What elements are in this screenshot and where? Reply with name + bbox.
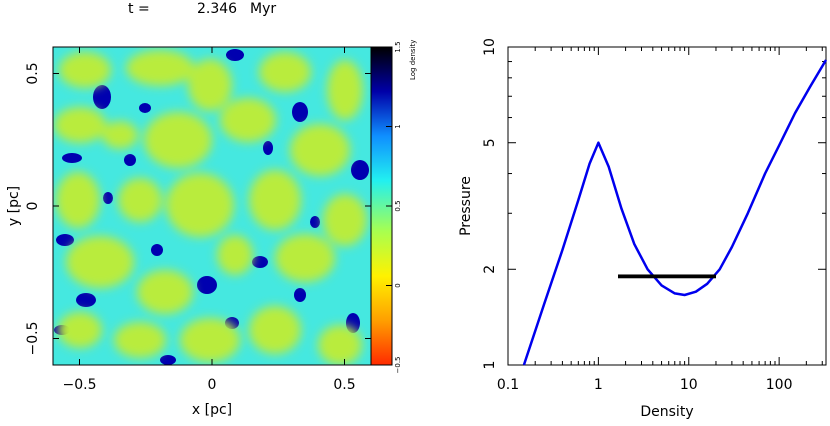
density-map bbox=[52, 46, 372, 366]
map-x-tick-label: −0.5 bbox=[63, 377, 97, 393]
pressure-plot-axes: 0.1 1 10 100 1 2 5 10 bbox=[482, 38, 826, 393]
x-tick-label: 100 bbox=[766, 377, 793, 393]
colorbar-tick-label: 0.5 bbox=[394, 200, 402, 211]
y-tick-label: 1 bbox=[482, 361, 498, 370]
x-tick-label: 10 bbox=[680, 377, 698, 393]
map-y-tick-label: 0 bbox=[25, 202, 41, 211]
density-map-y-label: y [pc] bbox=[6, 186, 22, 226]
colorbar-tick-label: −0.5 bbox=[394, 357, 402, 374]
colorbar-tick-label: 1 bbox=[394, 124, 402, 128]
x-tick-label: 0.1 bbox=[497, 377, 519, 393]
time-unit: Myr bbox=[250, 1, 276, 17]
x-tick-label: 1 bbox=[594, 377, 603, 393]
pressure-plot-frame bbox=[507, 46, 827, 366]
pressure-plot-x-label: Density bbox=[640, 404, 693, 420]
colorbar-tick-label: 1.5 bbox=[394, 41, 402, 52]
density-map-x-label: x [pc] bbox=[192, 402, 232, 418]
diffuse-clouds bbox=[54, 50, 367, 365]
y-tick-label: 5 bbox=[482, 138, 498, 147]
map-y-tick-label: 0.5 bbox=[25, 62, 41, 84]
pressure-plot-series bbox=[524, 60, 826, 365]
map-x-tick-label: 0 bbox=[208, 377, 217, 393]
colorbar-tick-label: 0 bbox=[394, 283, 402, 287]
time-label: t = bbox=[128, 1, 150, 17]
dense-filaments bbox=[54, 49, 369, 365]
map-x-tick-label: 0.5 bbox=[333, 377, 355, 393]
colorbar: −0.5 0 0.5 1 1.5 Log density bbox=[370, 40, 417, 374]
equilibrium-curve-line bbox=[524, 60, 826, 365]
colorbar-label: Log density bbox=[409, 40, 417, 80]
density-map-axes: −0.5 0 0.5 −0.5 0 0.5 bbox=[25, 47, 371, 393]
colorbar-ticks: −0.5 0 0.5 1 1.5 bbox=[386, 41, 402, 374]
pressure-density-plot: 0.1 1 10 100 1 2 5 10 bbox=[482, 38, 826, 393]
pressure-plot-y-label: Pressure bbox=[458, 176, 474, 236]
y-tick-label: 10 bbox=[482, 38, 498, 56]
y-tick-label: 2 bbox=[482, 265, 498, 274]
time-value: 2.346 bbox=[197, 1, 237, 17]
map-y-tick-label: −0.5 bbox=[25, 322, 41, 356]
